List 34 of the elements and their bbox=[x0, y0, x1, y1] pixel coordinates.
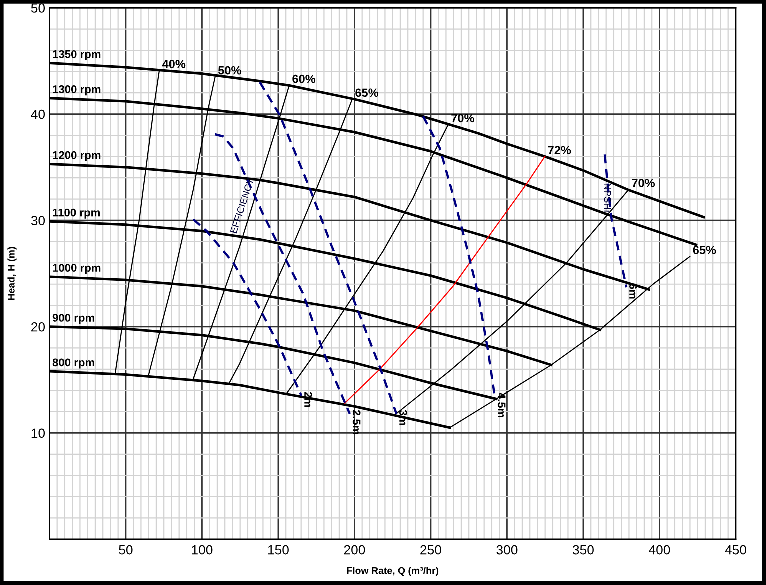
series-label: 40% bbox=[162, 60, 186, 68]
series-label: 65% bbox=[693, 246, 716, 254]
x-tick-label: 200 bbox=[344, 545, 366, 555]
annotation: NPSHr bbox=[604, 184, 612, 214]
series-label: 65% bbox=[356, 88, 379, 98]
y-tick-label: 10 bbox=[32, 428, 46, 438]
x-axis-title: Flow Rate, Q (m³/hr) bbox=[347, 567, 439, 576]
series-label: 70% bbox=[632, 179, 656, 188]
text: 2.5m bbox=[352, 410, 361, 435]
x-tick-label: 50 bbox=[119, 545, 133, 555]
y-tick-label: 20 bbox=[32, 322, 46, 332]
series-label: 900 rpm bbox=[52, 314, 94, 324]
text: 4.5m bbox=[498, 393, 506, 418]
y-tick-label: 30 bbox=[31, 216, 46, 226]
series-label: 72% bbox=[548, 146, 572, 154]
x-tick-label: 450 bbox=[725, 545, 746, 555]
series-label: 800 rpm bbox=[52, 358, 94, 369]
series-label: 1000 rpm bbox=[53, 264, 101, 274]
series-label: 1200 rpm bbox=[53, 151, 101, 162]
y-tick-label: 40 bbox=[31, 110, 46, 120]
x-tick-label: 100 bbox=[192, 545, 213, 555]
x-tick-label: 350 bbox=[572, 545, 594, 555]
y-axis-title: Head, H (m) bbox=[8, 247, 17, 300]
series-label: 70% bbox=[452, 114, 474, 123]
series-label: 1350 rpm bbox=[53, 50, 101, 61]
y-tick-label: 50 bbox=[31, 4, 46, 13]
series-label: 1300 rpm bbox=[53, 86, 101, 96]
series-label: 1100 rpm bbox=[53, 208, 100, 219]
x-tick-label: 150 bbox=[268, 545, 289, 555]
x-tick-label: 400 bbox=[649, 545, 670, 555]
series-label: 60% bbox=[292, 74, 316, 84]
x-tick-label: 300 bbox=[496, 545, 518, 555]
x-tick-label: 250 bbox=[420, 545, 442, 555]
series-label: 50% bbox=[218, 66, 242, 75]
